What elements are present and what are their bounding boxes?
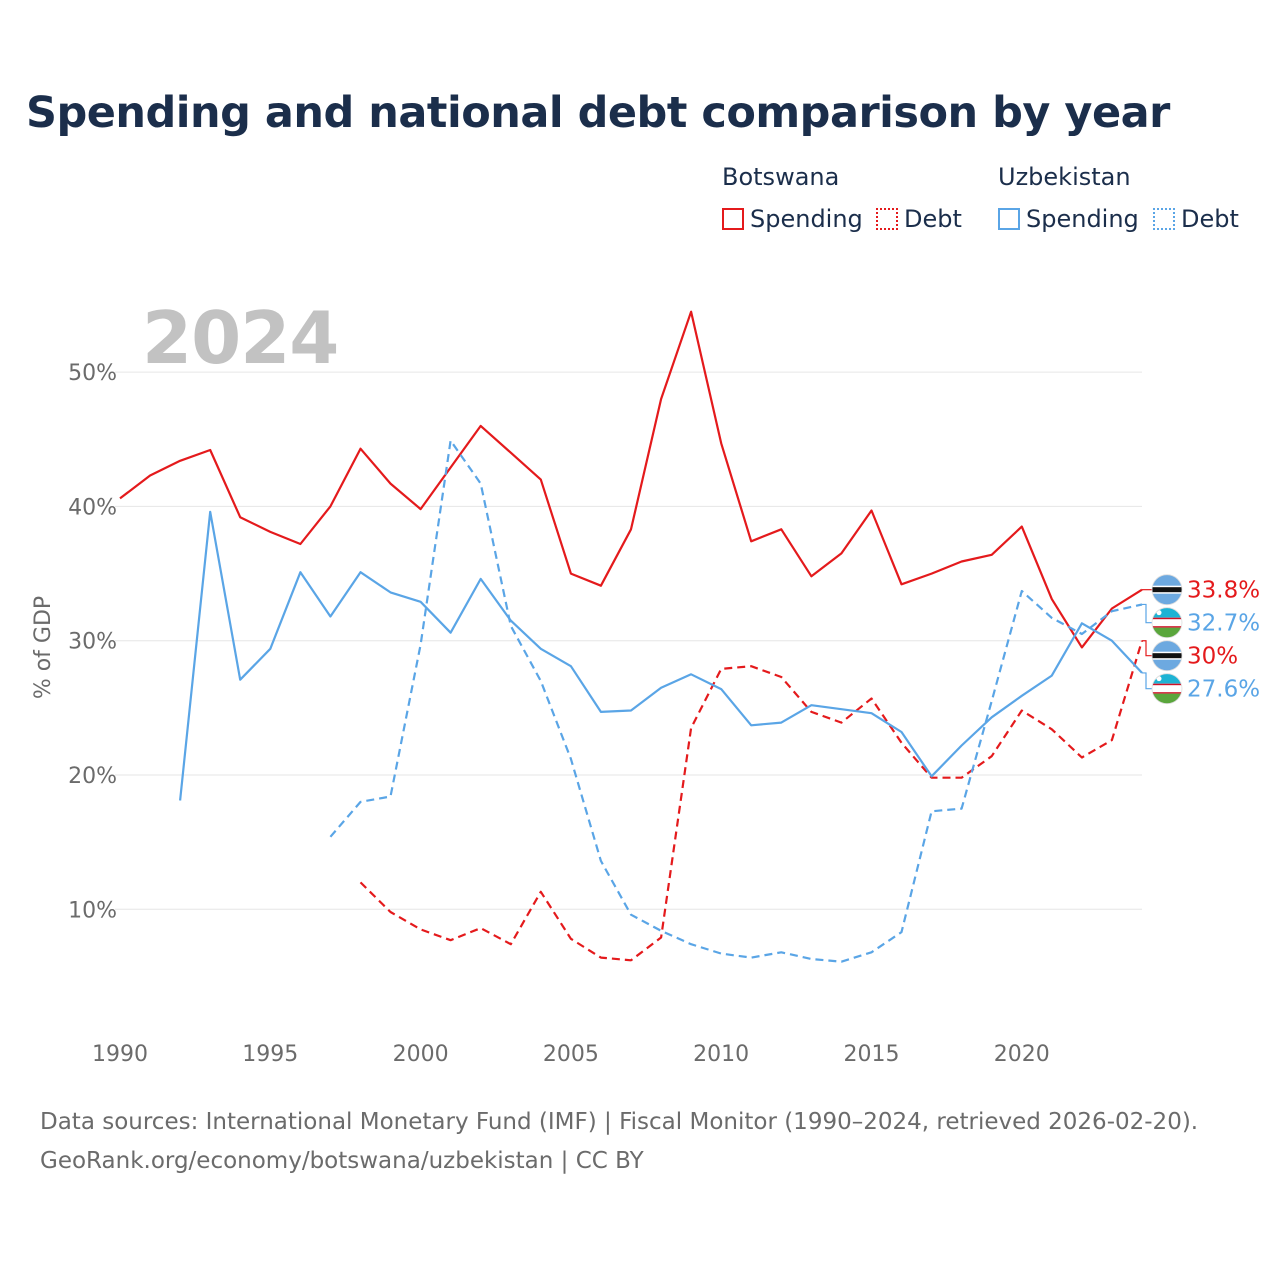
uzbekistan-flag-icon <box>1151 673 1183 705</box>
flag-stripe <box>1152 673 1182 684</box>
botswana-flag-icon <box>1151 640 1183 672</box>
chart-title: Spending and national debt comparison by… <box>26 88 1170 138</box>
flag-body <box>1152 673 1182 704</box>
flag-body <box>1152 574 1182 605</box>
legend-botswana-debt[interactable]: Debt <box>876 205 962 233</box>
footer-source: Data sources: International Monetary Fun… <box>40 1109 1199 1135</box>
flag-stripe <box>1152 683 1182 694</box>
flag-stripe <box>1152 607 1182 618</box>
solid-line-swatch-icon <box>722 208 744 230</box>
legend-label: Spending <box>1026 205 1139 233</box>
series-line-botswana-spending <box>119 310 1143 649</box>
dotted-line-swatch-icon <box>1153 208 1175 230</box>
flag-border <box>1151 574 1183 606</box>
x-tick-label: 2010 <box>693 1042 749 1067</box>
flag-border <box>1151 673 1183 705</box>
y-tick-label: 50% <box>68 361 117 386</box>
grid-layer <box>115 371 1142 910</box>
flag-stripe <box>1152 617 1182 620</box>
x-tick-label: 1995 <box>242 1042 298 1067</box>
y-tick-label: 20% <box>68 764 117 789</box>
solid-line-swatch-icon <box>998 208 1020 230</box>
flag-body <box>1152 640 1182 671</box>
legend-uzbekistan-spending[interactable]: Spending <box>998 205 1139 233</box>
flag-stripe <box>1152 587 1182 593</box>
footer-credit: GeoRank.org/economy/botswana/uzbekistan … <box>40 1148 644 1174</box>
end-value-label: 30% <box>1187 644 1238 670</box>
flag-stripe <box>1152 693 1182 704</box>
legend-label: Debt <box>1181 205 1239 233</box>
end-label-connector <box>1142 603 1152 624</box>
legend-group-botswana: Botswana <box>722 163 840 191</box>
end-label-connector <box>1142 640 1152 657</box>
flag-stripe <box>1152 653 1182 659</box>
x-tick-label: 2015 <box>843 1042 899 1067</box>
x-tick-label: 1990 <box>92 1042 148 1067</box>
dotted-line-swatch-icon <box>876 208 898 230</box>
legend-botswana-spending[interactable]: Spending <box>722 205 863 233</box>
series-layer <box>119 310 1144 963</box>
flag-stripe <box>1152 617 1182 628</box>
end-label-layer: 33.8% 32.7% 30% 27.6% <box>1142 574 1260 705</box>
flag-stripe <box>1152 627 1182 638</box>
flag-stripe <box>1152 626 1182 628</box>
year-overlay: 2024 <box>142 296 339 380</box>
y-axis-label: % of GDP <box>31 596 56 699</box>
flag-crescent <box>1156 676 1162 682</box>
end-value-label: 33.8% <box>1187 578 1260 604</box>
series-line-uzbekistan-debt <box>329 439 1143 963</box>
y-tick-label: 30% <box>68 630 117 655</box>
x-tick-label: 2020 <box>994 1042 1050 1067</box>
flag-stripe <box>1152 692 1182 694</box>
legend-label: Debt <box>904 205 962 233</box>
x-tick-label: 2000 <box>393 1042 449 1067</box>
botswana-flag-icon <box>1151 574 1183 606</box>
end-label-connector <box>1142 672 1152 690</box>
end-value-label: 27.6% <box>1187 677 1260 703</box>
y-tick-label: 10% <box>68 898 117 923</box>
flag-border <box>1151 607 1183 639</box>
flag-stripe <box>1152 683 1182 686</box>
legend-group-uzbekistan: Uzbekistan <box>998 163 1131 191</box>
flag-body <box>1152 607 1182 638</box>
legend-uzbekistan-debt[interactable]: Debt <box>1153 205 1239 233</box>
x-tick-label: 2005 <box>543 1042 599 1067</box>
uzbekistan-flag-icon <box>1151 607 1183 639</box>
end-value-label: 32.7% <box>1187 611 1260 637</box>
series-line-botswana-debt <box>359 640 1144 962</box>
legend-label: Spending <box>750 205 863 233</box>
flag-border <box>1151 640 1183 672</box>
series-line-uzbekistan-spending <box>179 510 1143 801</box>
axis-layer: 10% 20% 30% 40% 50% 1990 1995 2000 2005 2010 2015 2… <box>31 361 1050 1067</box>
flag-crescent <box>1156 610 1162 616</box>
y-tick-label: 40% <box>68 495 117 520</box>
